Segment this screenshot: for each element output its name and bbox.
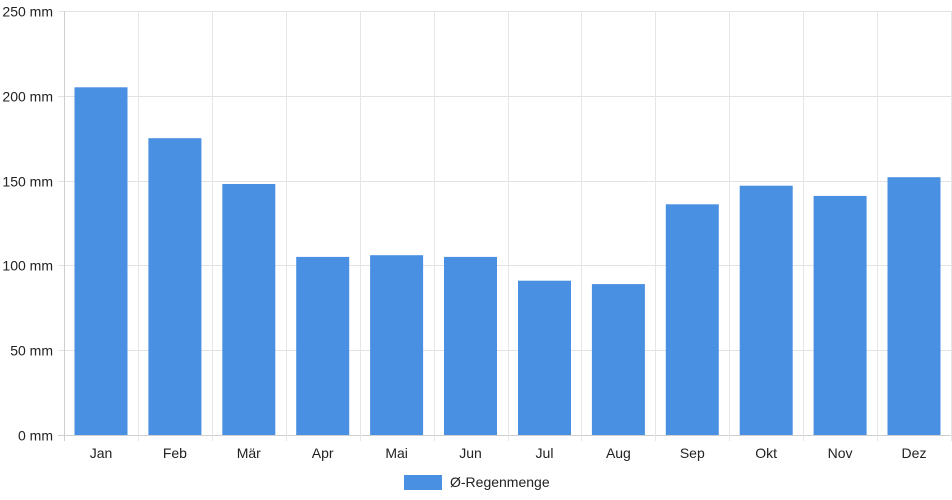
y-tick-label: 150 mm <box>2 174 53 190</box>
x-tick-label: Feb <box>163 445 187 461</box>
x-tick-label: Aug <box>606 445 631 461</box>
bar-Dez[interactable] <box>887 177 941 435</box>
legend-swatch <box>404 475 442 490</box>
y-axis-tick-labels: 0 mm 50 mm 100 mm 150 mm 200 mm 250 mm <box>2 4 53 444</box>
bar-Mai[interactable] <box>370 255 424 435</box>
x-tick-label: Apr <box>312 445 334 461</box>
bar-Jul[interactable] <box>518 280 571 435</box>
x-tick-label: Sep <box>680 445 705 461</box>
bar-Aug[interactable] <box>591 284 645 435</box>
bar-Jun[interactable] <box>444 256 497 435</box>
x-tick-label: Jul <box>536 445 554 461</box>
x-tick-label: Jun <box>459 445 482 461</box>
bar-Feb[interactable] <box>148 138 202 435</box>
bar-series <box>74 87 941 436</box>
x-tick-label: Okt <box>755 445 777 461</box>
x-axis-tick-labels: Jan Feb Mär Apr Mai Jun Jul Aug Sep Okt Nov Dez <box>90 445 927 461</box>
bar-Mär[interactable] <box>222 184 276 435</box>
bar-Sep[interactable] <box>665 204 719 435</box>
y-tick-label: 0 mm <box>18 428 53 444</box>
x-tick-label: Dez <box>902 445 927 461</box>
x-tick-label: Mär <box>237 445 261 461</box>
y-tick-label: 100 mm <box>2 258 53 274</box>
bar-Jan[interactable] <box>74 87 128 436</box>
legend[interactable]: Ø-Regenmenge <box>404 474 550 490</box>
y-tick-label: 200 mm <box>2 89 53 105</box>
bar-Apr[interactable] <box>296 256 350 435</box>
y-tick-label: 250 mm <box>2 4 53 20</box>
y-tick-label: 50 mm <box>10 343 53 359</box>
bar-Nov[interactable] <box>813 195 867 435</box>
bar-Okt[interactable] <box>739 185 793 435</box>
legend-label: Ø-Regenmenge <box>450 474 550 490</box>
x-tick-label: Nov <box>828 445 853 461</box>
x-tick-label: Mai <box>385 445 408 461</box>
x-tick-label: Jan <box>90 445 113 461</box>
